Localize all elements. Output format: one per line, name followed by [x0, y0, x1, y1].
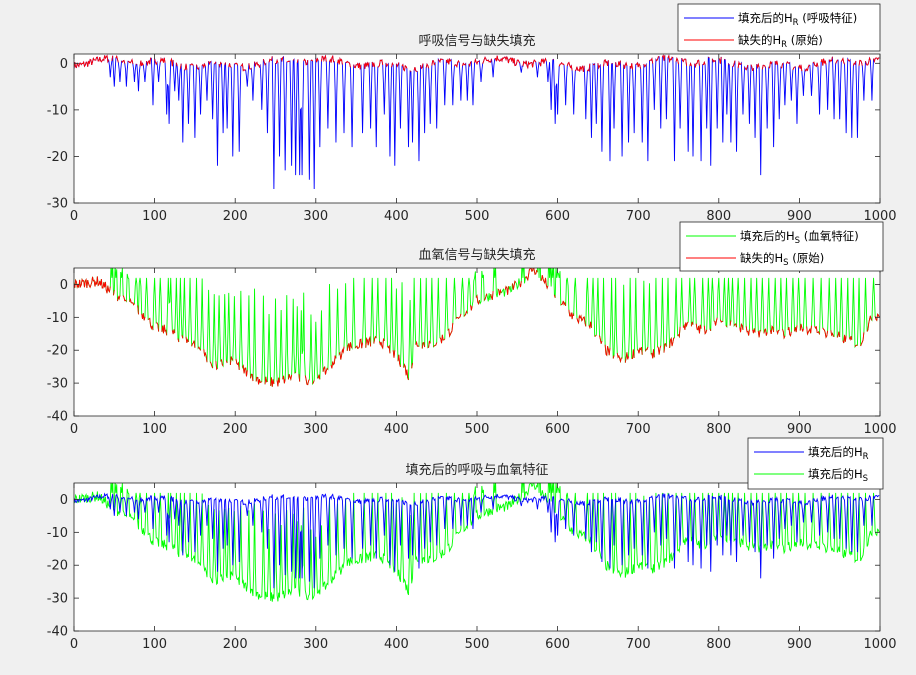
- legend-subscript: R: [793, 18, 799, 28]
- legend-subscript: S: [795, 236, 800, 246]
- x-tick-label: 100: [142, 422, 167, 437]
- y-tick-label: -10: [47, 103, 68, 118]
- chart-title: 血氧信号与缺失填充: [418, 247, 535, 263]
- y-tick-label: -30: [47, 197, 68, 212]
- plot-area: [74, 54, 880, 203]
- legend-name: 填充后的H: [738, 11, 793, 25]
- legend-label: 填充后的HR (呼吸特征): [738, 11, 857, 28]
- subplot-1: 0 100 200 300 400 500 600 700 800 900 1000 0 -10 -20 -…: [47, 3, 897, 224]
- x-tick-label: 500: [465, 422, 490, 437]
- chart-title: 呼吸信号与缺失填充: [418, 33, 535, 49]
- x-tick-label: 800: [706, 637, 731, 652]
- legend-subscript: R: [863, 452, 869, 462]
- y-tick-label: -10: [47, 311, 68, 326]
- x-tick-label: 1000: [863, 422, 896, 437]
- y-tick-label: -30: [47, 592, 68, 607]
- chart-title: 填充后的呼吸与血氧特征: [405, 462, 548, 478]
- legend-name: 缺失的H: [740, 251, 783, 265]
- x-tick-label: 1000: [863, 637, 896, 652]
- y-tick-label: -30: [47, 377, 68, 392]
- y-tick-label: -20: [47, 559, 68, 574]
- x-tick-label: 800: [706, 422, 731, 437]
- x-tick-label: 100: [142, 209, 167, 224]
- legend-name: 填充后的H: [808, 445, 863, 459]
- x-tick-label: 200: [223, 422, 248, 437]
- legend-suffix: (原始): [787, 33, 823, 47]
- x-tick-label: 400: [384, 209, 409, 224]
- x-tick-label: 200: [223, 637, 248, 652]
- subplot-3: 0 100 200 300 400 500 600 700 800 900 1000 0 -10 -20 -…: [47, 437, 897, 652]
- legend-label: 填充后的HS (血氧特征): [740, 229, 859, 246]
- x-tick-label: 700: [626, 422, 651, 437]
- x-tick-label: 900: [787, 637, 812, 652]
- y-tick-label: -20: [47, 150, 68, 165]
- series-line-1: [74, 483, 880, 602]
- legend: 填充后的HR (呼吸特征)缺失的HR (原始): [677, 3, 881, 52]
- x-tick-label: 600: [545, 422, 570, 437]
- y-tick-label: 0: [60, 57, 68, 72]
- legend-suffix: (呼吸特征): [799, 11, 858, 25]
- legend-suffix: (血氧特征): [800, 229, 859, 243]
- x-tick-label: 900: [787, 209, 812, 224]
- legend-subscript: R: [781, 40, 787, 50]
- y-tick-label: 0: [60, 278, 68, 293]
- legend-name: 缺失的H: [738, 33, 781, 47]
- x-tick-label: 900: [787, 422, 812, 437]
- legend-label: 填充后的HR: [808, 445, 869, 462]
- x-tick-label: 300: [303, 422, 328, 437]
- legend-subscript: S: [863, 474, 868, 484]
- series-line-2: [74, 54, 880, 73]
- x-tick-label: 1000: [863, 209, 896, 224]
- legend: 填充后的HS (血氧特征)缺失的HS (原始): [679, 221, 884, 272]
- x-tick-label: 800: [706, 209, 731, 224]
- series-line-2: [74, 492, 880, 589]
- x-tick-label: 700: [626, 637, 651, 652]
- x-tick-label: 500: [465, 209, 490, 224]
- y-tick-label: -40: [47, 410, 68, 425]
- y-tick-label: -20: [47, 344, 68, 359]
- x-tick-label: 100: [142, 637, 167, 652]
- legend-name: 填充后的H: [740, 229, 795, 243]
- x-tick-label: 400: [384, 422, 409, 437]
- legend-box: [679, 221, 884, 272]
- x-tick-label: 200: [223, 209, 248, 224]
- legend-suffix: (原始): [789, 251, 825, 265]
- legend-name: 填充后的H: [808, 467, 863, 481]
- x-tick-label: 400: [384, 637, 409, 652]
- legend-box: [747, 437, 884, 490]
- series-line-2: [74, 268, 880, 387]
- x-tick-label: 0: [70, 637, 78, 652]
- legend-label: 缺失的HS (原始): [740, 251, 824, 268]
- x-tick-label: 600: [545, 637, 570, 652]
- x-tick-label: 0: [70, 422, 78, 437]
- subplot-2: 0 100 200 300 400 500 600 700 800 900 1000 0 -10 -20 -…: [47, 221, 897, 437]
- x-tick-label: 500: [465, 637, 490, 652]
- legend-subscript: S: [783, 258, 788, 268]
- x-tick-label: 600: [545, 209, 570, 224]
- x-tick-label: 0: [70, 209, 78, 224]
- x-tick-label: 700: [626, 209, 651, 224]
- legend-label: 缺失的HR (原始): [738, 33, 823, 50]
- y-tick-label: -40: [47, 625, 68, 640]
- y-tick-label: -10: [47, 526, 68, 541]
- x-tick-label: 300: [303, 209, 328, 224]
- legend-label: 填充后的HS: [808, 467, 868, 484]
- legend-box: [677, 3, 881, 52]
- y-tick-label: 0: [60, 493, 68, 508]
- x-tick-label: 300: [303, 637, 328, 652]
